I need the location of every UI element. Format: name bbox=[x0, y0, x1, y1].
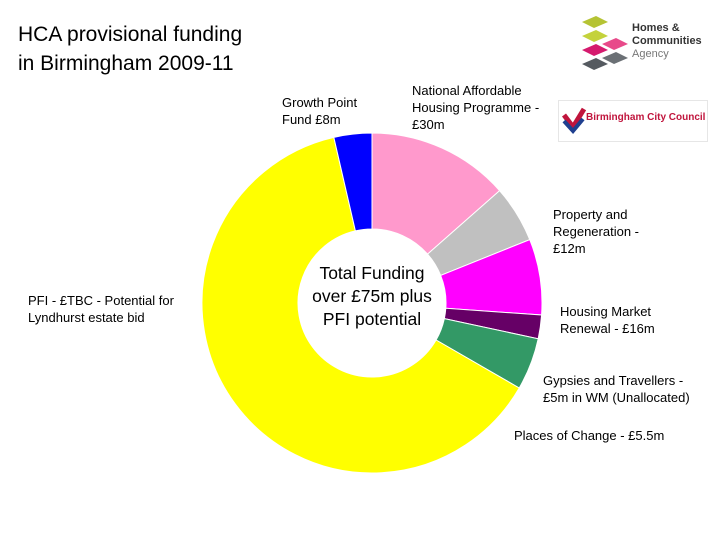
label-nahp-line-1: National Affordable bbox=[412, 83, 522, 98]
label-property: Property and Regeneration - £12m bbox=[553, 206, 639, 257]
donut-slice-national-affordable-housing-programme bbox=[371, 132, 501, 255]
center-text-line-1: Total Funding bbox=[319, 263, 425, 283]
bcc-logo-icon bbox=[562, 107, 587, 135]
title-line-1: HCA provisional funding bbox=[18, 23, 243, 46]
label-hmr-line-2: Renewal - £16m bbox=[560, 321, 655, 336]
donut-slice-growth-point-fund bbox=[333, 132, 373, 232]
label-pfi: PFI - £TBC - Potential for Lyndhurst est… bbox=[28, 292, 174, 326]
hca-logo-line-1: Homes & bbox=[632, 22, 680, 34]
label-pfi-line-2: Lyndhurst estate bid bbox=[28, 310, 145, 325]
center-text-line-3: PFI potential bbox=[322, 309, 422, 329]
hca-logo bbox=[582, 16, 628, 70]
label-property-line-1: Property and bbox=[553, 207, 628, 222]
label-growth-point: Growth Point Fund £8m bbox=[282, 94, 357, 128]
hca-logo-line-2: Communities bbox=[632, 35, 702, 47]
label-gypsies-line-1: Gypsies and Travellers - bbox=[543, 373, 684, 388]
label-nahp-line-3: £30m bbox=[412, 117, 445, 132]
label-growth-point-line-2: Fund £8m bbox=[282, 112, 341, 127]
label-nahp: National Affordable Housing Programme - … bbox=[412, 82, 539, 133]
hca-logo-line-3: Agency bbox=[632, 48, 669, 60]
label-nahp-line-2: Housing Programme - bbox=[412, 100, 540, 115]
donut-slice-pfi bbox=[201, 136, 520, 474]
label-hmr: Housing Market Renewal - £16m bbox=[560, 303, 655, 337]
bcc-logo bbox=[558, 100, 708, 142]
label-property-line-2: Regeneration - bbox=[553, 224, 639, 239]
label-gypsies: Gypsies and Travellers - £5m in WM (Unal… bbox=[543, 372, 690, 406]
label-property-line-3: £12m bbox=[553, 241, 586, 256]
label-gypsies-line-2: £5m in WM (Unallocated) bbox=[543, 390, 690, 405]
label-growth-point-line-1: Growth Point bbox=[282, 95, 358, 110]
label-places: Places of Change - £5.5m bbox=[514, 427, 664, 444]
label-hmr-line-1: Housing Market bbox=[560, 304, 652, 319]
hca-logo-text: Homes & Communities Agency bbox=[632, 22, 702, 61]
label-pfi-line-1: PFI - £TBC - Potential for bbox=[28, 293, 174, 308]
title-line-2: in Birmingham 2009-11 bbox=[18, 52, 234, 75]
slide-title: HCA provisional funding in Birmingham 20… bbox=[18, 20, 242, 78]
center-text: Total Funding over £75m plus PFI potenti… bbox=[306, 262, 438, 331]
bcc-logo-text: Birmingham City Council bbox=[586, 112, 706, 123]
center-text-line-2: over £75m plus bbox=[312, 286, 432, 306]
label-places-line-1: Places of Change - £5.5m bbox=[514, 428, 665, 443]
